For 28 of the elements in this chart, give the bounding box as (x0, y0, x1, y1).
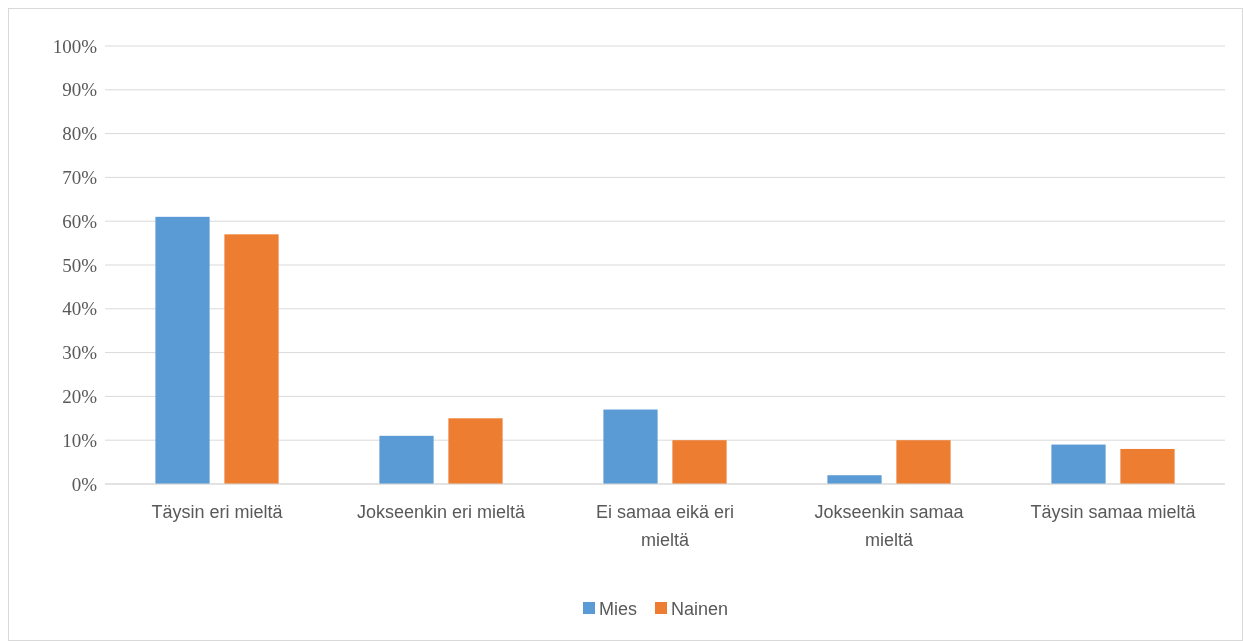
bar (896, 440, 951, 484)
y-tick-label: 70% (62, 167, 98, 189)
bar (1051, 444, 1106, 484)
legend-label: Nainen (671, 599, 729, 620)
y-tick-label: 80% (62, 123, 98, 145)
x-tick-label: Täysin samaa mieltä (1030, 502, 1197, 522)
legend-label: Mies (599, 599, 638, 620)
x-tick-label: Täysin eri mieltä (151, 502, 284, 522)
y-tick-label: 60% (62, 210, 98, 232)
bar (224, 234, 279, 484)
bar (379, 435, 434, 484)
bar (155, 216, 210, 484)
y-tick-label: 30% (62, 342, 98, 364)
bar (448, 418, 503, 484)
x-tick-label: Ei samaa eikä eri mieltä (595, 502, 735, 550)
y-tick-label: 90% (62, 79, 98, 101)
y-tick-label: 0% (71, 473, 98, 495)
y-tick-label: 10% (62, 429, 98, 451)
x-tick-label: Jokseenkin eri mieltä (356, 502, 527, 522)
y-tick-label: 40% (62, 298, 98, 320)
bar (603, 409, 658, 484)
bar (672, 440, 727, 484)
y-tick-label: 100% (52, 35, 98, 57)
bar (827, 475, 882, 484)
x-tick-label: Jokseenkin samaa mieltä (814, 502, 965, 550)
bar (1120, 448, 1175, 484)
y-tick-label: 20% (62, 386, 98, 408)
y-tick-label: 50% (62, 254, 98, 276)
